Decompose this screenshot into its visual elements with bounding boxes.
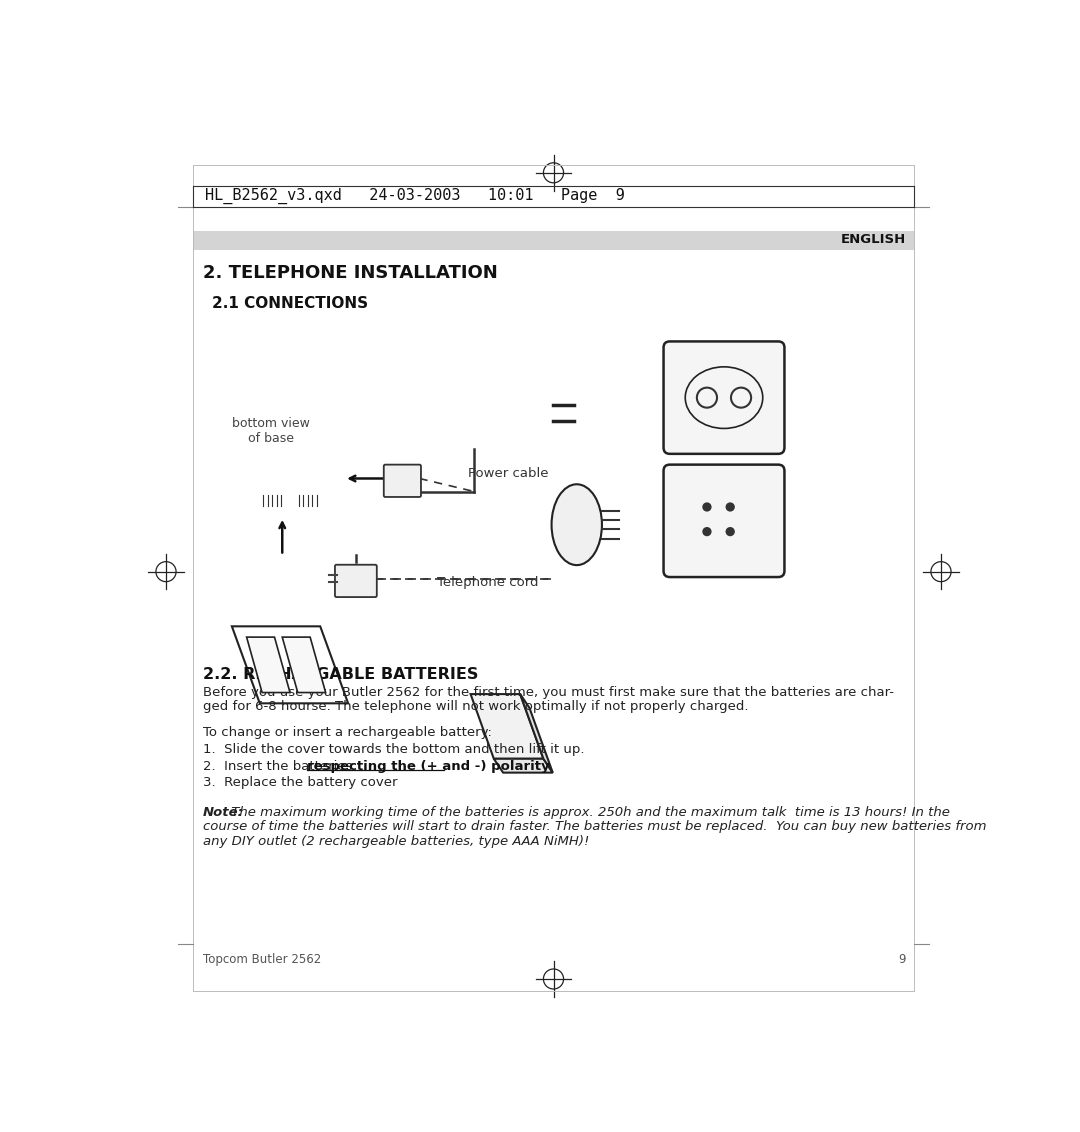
Text: HL_B2562_v3.qxd   24-03-2003   10:01   Page  9: HL_B2562_v3.qxd 24-03-2003 10:01 Page 9: [205, 188, 624, 204]
Text: bottom view
of base: bottom view of base: [232, 417, 310, 445]
Text: Note:: Note:: [203, 806, 244, 818]
Circle shape: [702, 528, 712, 537]
Text: ENGLISH: ENGLISH: [841, 233, 906, 247]
Circle shape: [702, 503, 712, 512]
Circle shape: [726, 503, 734, 512]
Text: 2.2. RECHARGABLE BATTERIES: 2.2. RECHARGABLE BATTERIES: [203, 667, 478, 683]
Text: 2.  Insert the batteries: 2. Insert the batteries: [203, 760, 357, 772]
FancyBboxPatch shape: [663, 464, 784, 577]
Polygon shape: [471, 694, 543, 758]
Text: 2.1 CONNECTIONS: 2.1 CONNECTIONS: [213, 297, 368, 311]
Text: Topcom Butler 2562: Topcom Butler 2562: [203, 953, 322, 967]
FancyBboxPatch shape: [383, 464, 421, 497]
Text: course of time the batteries will start to drain faster. The batteries must be r: course of time the batteries will start …: [203, 821, 987, 833]
Text: 2. TELEPHONE INSTALLATION: 2. TELEPHONE INSTALLATION: [203, 264, 498, 282]
Polygon shape: [494, 758, 553, 773]
Polygon shape: [521, 694, 553, 773]
Polygon shape: [246, 637, 291, 693]
FancyBboxPatch shape: [335, 565, 377, 597]
Text: 3.  Replace the battery cover: 3. Replace the battery cover: [203, 775, 397, 789]
Bar: [193, 231, 914, 250]
Text: ged for 6-8 hourse. The telephone will not work optimally if not properly charge: ged for 6-8 hourse. The telephone will n…: [203, 701, 748, 713]
Text: Power cable: Power cable: [469, 466, 549, 480]
Text: Telephone cord: Telephone cord: [437, 576, 539, 589]
Text: respecting the (+ and -) polarity: respecting the (+ and -) polarity: [307, 760, 550, 772]
Text: .: .: [444, 760, 448, 772]
Text: To change or insert a rechargeable battery:: To change or insert a rechargeable batte…: [203, 726, 492, 739]
Polygon shape: [282, 637, 326, 693]
FancyBboxPatch shape: [663, 342, 784, 454]
Text: any DIY outlet (2 rechargeable batteries, type AAA NiMH)!: any DIY outlet (2 rechargeable batteries…: [203, 835, 590, 848]
Circle shape: [726, 528, 734, 537]
Text: Before you use your Butler 2562 for the first time, you must first make sure tha: Before you use your Butler 2562 for the …: [203, 686, 894, 698]
Text: 9: 9: [899, 953, 906, 967]
Text: 1.  Slide the cover towards the bottom and then lift it up.: 1. Slide the cover towards the bottom an…: [203, 744, 584, 756]
Text: The maximum working time of the batteries is approx. 250h and the maximum talk  : The maximum working time of the batterie…: [227, 806, 950, 818]
Ellipse shape: [552, 484, 602, 565]
